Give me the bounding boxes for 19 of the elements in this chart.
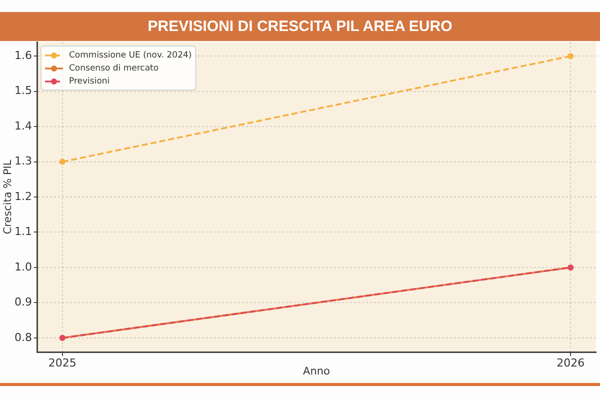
y-tick-label: 1.2 — [14, 190, 32, 203]
y-tick-label: 1.1 — [14, 225, 32, 238]
y-tick-label: 1.5 — [14, 84, 32, 98]
y-tick-label: 0.8 — [14, 330, 32, 344]
legend-label: Consenso di mercato — [69, 64, 159, 74]
y-tick-label: 1.0 — [14, 260, 32, 274]
point — [59, 158, 66, 165]
legend-label: Previsioni — [69, 76, 110, 87]
y-tick-label: 1.3 — [14, 154, 32, 168]
legend-label: Commissione UE (nov. 2024) — [69, 50, 192, 61]
y-tick-label: 1.4 — [14, 119, 32, 132]
chart-title: PREVISIONI DI CRESCITA PIL AREA EURO — [148, 18, 452, 35]
x-tick-label: 2026 — [556, 356, 585, 370]
x-axis-title: Anno — [303, 365, 330, 378]
y-tick-label: 0.9 — [14, 296, 32, 309]
y-tick-label: 1.6 — [14, 48, 32, 62]
point — [568, 53, 574, 60]
x-tick-label: 2025 — [48, 356, 76, 370]
y-axis-title: Crescita % PIL — [2, 160, 14, 234]
